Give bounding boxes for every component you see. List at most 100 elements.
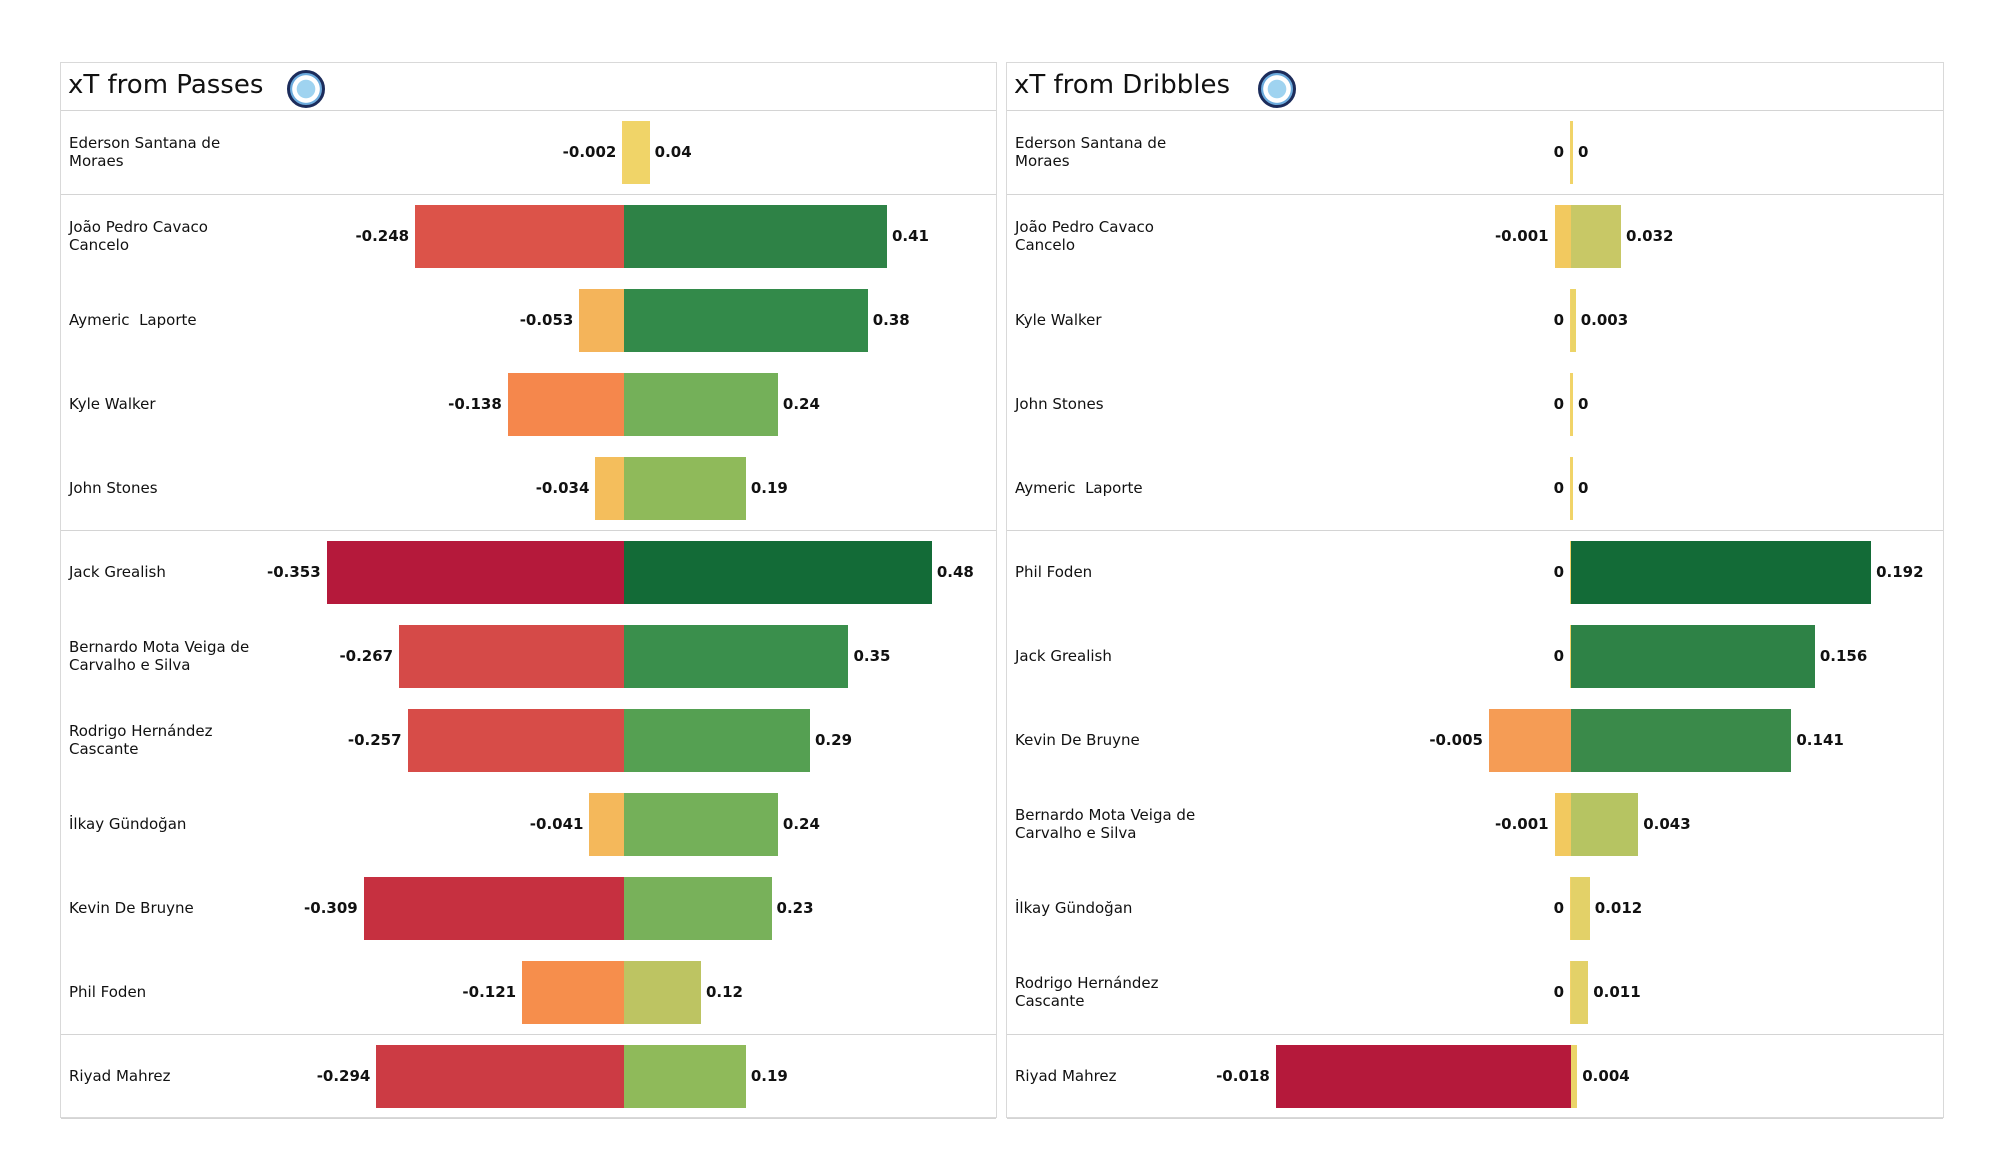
value-label: 0	[1553, 395, 1564, 413]
value-label: -0.041	[529, 815, 584, 833]
bar	[1571, 876, 1590, 940]
value-label: 0.141	[1796, 731, 1844, 749]
value-label: 0.12	[705, 983, 743, 1001]
value-label: 0.043	[1643, 815, 1691, 833]
bar	[507, 372, 624, 436]
value-label: 0.24	[782, 395, 820, 413]
value-label: 0.19	[750, 479, 788, 497]
bar	[624, 876, 772, 940]
value-label: 0.003	[1580, 311, 1629, 329]
value-label: 0.012	[1594, 899, 1643, 917]
bar	[624, 792, 778, 856]
bar	[363, 876, 624, 940]
player-name: Jack Grealish	[69, 563, 166, 581]
value-label: 0	[1578, 479, 1589, 497]
value-label: 0.24	[782, 815, 820, 833]
player-name: Phil Foden	[69, 983, 147, 1001]
value-label: 0.23	[776, 899, 814, 917]
value-label: 0.04	[654, 143, 692, 161]
dribbles-panel: xT from Dribbles Ederson Santana de Mora…	[1006, 62, 1944, 1119]
bar	[1571, 624, 1815, 688]
value-label: 0.19	[750, 1067, 788, 1085]
value-label: -0.001	[1494, 227, 1549, 245]
value-label: 0	[1553, 563, 1564, 581]
separator	[1007, 194, 1943, 195]
player-name: John Stones	[69, 479, 158, 497]
player-name: Riyad Mahrez	[1015, 1067, 1117, 1085]
bar	[1571, 540, 1872, 604]
bar	[407, 708, 624, 772]
value-label: 0.004	[1582, 1067, 1630, 1085]
value-label: 0.35	[853, 647, 891, 665]
passes-panel: xT from Passes Ederson Santana de Moraes…	[60, 62, 997, 1119]
separator	[1007, 1034, 1943, 1035]
club-logo	[1258, 70, 1296, 108]
bar	[1571, 708, 1792, 772]
bar	[1571, 120, 1573, 184]
player-name: Kevin De Bruyne	[69, 899, 194, 917]
bar	[1571, 960, 1589, 1024]
bar	[522, 960, 624, 1024]
value-label: -0.309	[304, 899, 358, 917]
value-label: 0.192	[1876, 563, 1924, 581]
value-label: -0.002	[562, 143, 617, 161]
player-name: Kyle Walker	[1015, 311, 1102, 329]
bar	[1571, 456, 1573, 520]
bar	[624, 372, 778, 436]
player-name: Rodrigo Hernández Cascante	[69, 722, 218, 758]
bar	[1275, 1044, 1571, 1108]
value-label: -0.257	[347, 731, 402, 749]
value-label: -0.267	[339, 647, 394, 665]
bar	[624, 708, 810, 772]
value-label: 0.032	[1626, 227, 1674, 245]
bar	[624, 204, 887, 268]
value-label: 0	[1553, 311, 1564, 329]
separator	[61, 1034, 996, 1035]
value-label: 0	[1553, 899, 1564, 917]
player-name: Rodrigo Hernández Cascante	[1015, 974, 1164, 1010]
player-name: Aymeric Laporte	[1015, 479, 1143, 497]
bar	[579, 288, 624, 352]
value-label: 0	[1553, 479, 1564, 497]
bar	[624, 120, 650, 184]
player-name: João Pedro Cavaco Cancelo	[1015, 218, 1159, 254]
bar	[415, 204, 624, 268]
panel-title: xT from Dribbles	[1014, 70, 1231, 100]
value-label: -0.053	[519, 311, 574, 329]
bar	[624, 960, 701, 1024]
value-label: 0	[1578, 143, 1589, 161]
player-name: João Pedro Cavaco Cancelo	[69, 218, 213, 254]
player-name: Bernardo Mota Veiga de Carvalho e Silva	[1015, 806, 1200, 842]
bar	[1571, 1044, 1578, 1108]
bar	[399, 624, 624, 688]
value-label: -0.138	[448, 395, 502, 413]
value-label: -0.018	[1216, 1067, 1270, 1085]
value-label: -0.353	[266, 563, 321, 581]
player-name: Kevin De Bruyne	[1015, 731, 1140, 749]
separator	[61, 1118, 996, 1119]
player-name: İlkay Gündoğan	[1015, 899, 1133, 917]
player-name: Riyad Mahrez	[69, 1067, 171, 1085]
bar	[624, 624, 849, 688]
value-label: 0.48	[936, 563, 974, 581]
separator	[61, 110, 996, 111]
value-label: 0.156	[1819, 647, 1868, 665]
value-label: -0.005	[1429, 731, 1483, 749]
club-logo	[287, 70, 325, 108]
value-label: 0	[1553, 647, 1564, 665]
bar	[1571, 792, 1639, 856]
value-label: -0.121	[462, 983, 517, 1001]
value-label: 0.41	[891, 227, 929, 245]
separator	[1007, 530, 1943, 531]
value-label: 0.29	[815, 731, 853, 749]
value-label: 0.011	[1593, 983, 1641, 1001]
bar	[326, 540, 624, 604]
separator	[61, 530, 996, 531]
player-name: Kyle Walker	[69, 395, 156, 413]
bar	[622, 120, 625, 184]
bar	[589, 792, 624, 856]
player-name: Bernardo Mota Veiga de Carvalho e Silva	[69, 638, 254, 674]
panel-title: xT from Passes	[68, 70, 264, 100]
player-name: Aymeric Laporte	[69, 311, 197, 329]
value-label: -0.034	[535, 479, 590, 497]
